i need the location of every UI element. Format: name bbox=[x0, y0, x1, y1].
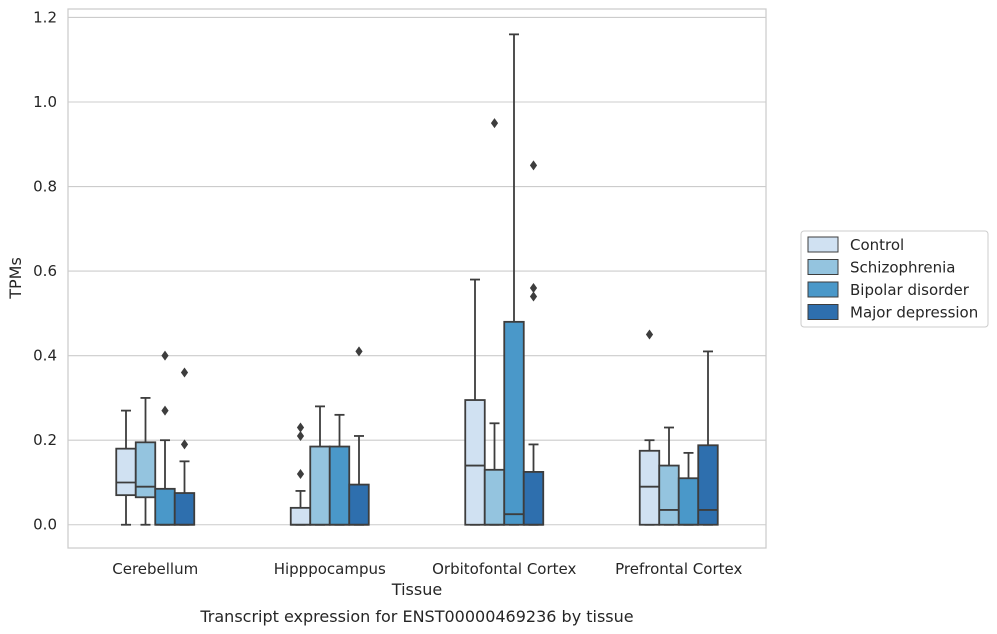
box-body bbox=[658, 464, 680, 526]
legend-entry: Schizophrenia bbox=[850, 259, 955, 277]
box-major-depression bbox=[173, 367, 196, 526]
outlier-point bbox=[529, 291, 538, 302]
legend-swatch bbox=[807, 259, 839, 275]
legend: Control Schizophrenia Bipolar disorder Majo… bbox=[800, 230, 989, 328]
y-tick-label: 0.2 bbox=[33, 431, 57, 449]
legend-swatch bbox=[807, 304, 839, 320]
y-axis-label: TPMs bbox=[6, 257, 25, 300]
box-major-depression bbox=[697, 350, 719, 526]
chart-caption: Transcript expression for ENST0000046923… bbox=[199, 607, 633, 626]
outlier-point bbox=[296, 430, 305, 441]
box-major-depression bbox=[348, 346, 370, 526]
outlier-point bbox=[296, 422, 305, 433]
x-tick-label: Prefrontal Cortex bbox=[615, 560, 742, 578]
box-body bbox=[134, 441, 157, 499]
plot-frame bbox=[67, 8, 767, 549]
outlier-point bbox=[529, 160, 538, 171]
outlier-point bbox=[355, 346, 363, 357]
y-tick-label: 0.6 bbox=[33, 262, 57, 280]
box-schizophrenia bbox=[309, 405, 331, 526]
legend-swatch bbox=[807, 236, 839, 253]
outlier-point bbox=[161, 405, 169, 416]
y-tick-label: 1.2 bbox=[33, 8, 57, 26]
box-body bbox=[483, 468, 506, 526]
box-body bbox=[173, 492, 196, 526]
legend-entry: Control bbox=[850, 236, 904, 254]
box-body bbox=[348, 483, 370, 526]
box-body bbox=[697, 444, 719, 526]
box-control bbox=[115, 409, 137, 526]
box-body bbox=[289, 506, 312, 526]
y-tick-labels: 0.0 0.2 0.4 0.6 0.8 1.0 1.2 bbox=[33, 8, 57, 533]
outlier-point bbox=[296, 469, 305, 480]
legend-swatch bbox=[807, 281, 839, 298]
box-bipolar-disorder bbox=[503, 33, 525, 526]
x-tick-label: Orbitofontal Cortex bbox=[432, 560, 576, 578]
x-tick-label: Hipppocampus bbox=[274, 560, 386, 578]
box-body bbox=[309, 445, 331, 526]
box-groups bbox=[115, 33, 719, 526]
y-tick-label: 0.4 bbox=[33, 347, 57, 365]
outlier-point bbox=[180, 439, 189, 450]
legend-entry: Bipolar disorder bbox=[850, 281, 970, 299]
x-axis-label: Tissue bbox=[391, 580, 442, 599]
y-tick-label: 0.0 bbox=[33, 516, 57, 534]
legend-frame bbox=[800, 230, 989, 328]
box-bipolar-disorder bbox=[677, 451, 700, 526]
box-body bbox=[638, 449, 661, 526]
box-bipolar-disorder bbox=[154, 350, 176, 526]
outlier-point bbox=[161, 350, 169, 361]
box-body bbox=[115, 447, 137, 497]
box-major-depression bbox=[522, 160, 545, 526]
box-schizophrenia bbox=[483, 118, 506, 526]
box-body bbox=[522, 471, 545, 526]
outlier-point bbox=[180, 367, 189, 378]
x-tick-labels: Cerebellum Hipppocampus Orbitofontal Corte… bbox=[112, 560, 742, 578]
box-control bbox=[464, 278, 486, 526]
outlier-point bbox=[529, 283, 538, 294]
outlier-point bbox=[645, 329, 654, 340]
box-body bbox=[503, 320, 525, 526]
y-tick-label: 0.8 bbox=[33, 178, 57, 196]
y-tick-label: 1.0 bbox=[33, 93, 57, 111]
box-body bbox=[154, 487, 176, 526]
box-body bbox=[464, 399, 486, 526]
box-body bbox=[328, 445, 351, 526]
legend-entry: Major depression bbox=[850, 304, 978, 322]
x-tick-label: Cerebellum bbox=[112, 560, 198, 578]
box-schizophrenia bbox=[134, 397, 157, 526]
outlier-point bbox=[490, 118, 499, 129]
box-body bbox=[677, 477, 700, 526]
